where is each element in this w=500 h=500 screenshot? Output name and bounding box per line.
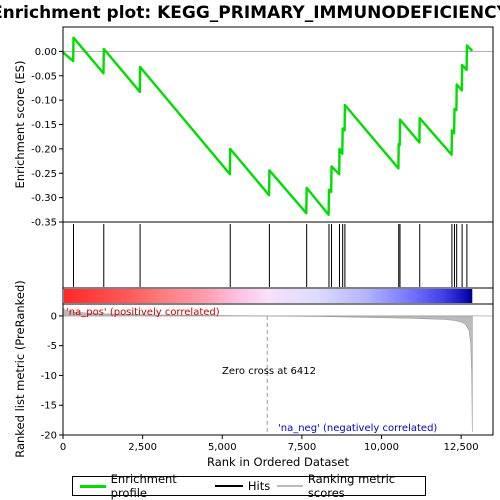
hits-panel — [62, 221, 494, 289]
es-y-tick-label: -0.05 — [31, 71, 57, 82]
x-tick-label: 12,500 — [444, 442, 479, 453]
rank-colorbar — [62, 287, 494, 305]
metric-x-axis-ticks: 0 2,500 5,000 7,500 10,000 12,500 — [60, 435, 479, 453]
legend-swatch-green — [80, 484, 106, 488]
hit-markers — [73, 224, 468, 287]
metric-y-axis-ticks: 0 -5 -10 -15 -20 — [41, 311, 63, 442]
legend-label: Enrichment profile — [110, 472, 177, 500]
es-y-tick-label: 0.00 — [35, 47, 57, 58]
x-axis-label: Rank in Ordered Dataset — [207, 455, 350, 469]
ranking-metric-area — [62, 307, 473, 433]
x-tick-label: 0 — [60, 442, 66, 453]
zero-cross-label: Zero cross at 6412 — [222, 366, 316, 377]
metric-panel: 0 -5 -10 -15 -20 'na_pos' (positively correl… — [13, 280, 494, 469]
enrichment-profile-line — [62, 36, 474, 216]
metric-y-tick-label: -10 — [41, 371, 57, 382]
es-panel: 0.00-0.05-0.10-0.15-0.20-0.25-0.30-0.35 … — [13, 26, 494, 229]
na-pos-label: 'na_pos' (positively correlated) — [66, 307, 220, 318]
x-tick-label: 10,000 — [364, 442, 399, 453]
x-tick-label: 2,500 — [128, 442, 157, 453]
es-y-axis-label: Enrichment score (ES) — [13, 61, 27, 189]
legend-label: Ranking metric scores — [307, 472, 396, 500]
chart-title: Enrichment plot: KEGG_PRIMARY_IMMUNODEFI… — [0, 3, 500, 23]
enrichment-profile — [62, 36, 474, 216]
colorbar-gradient — [64, 289, 473, 303]
x-tick-label: 7,500 — [288, 442, 317, 453]
es-y-tick-label: -0.35 — [31, 218, 57, 229]
es-y-axis-ticks: 0.00 -0.05 -0.10 -0.15 -0.20 -0.25 -0.30 -0.35 — [31, 47, 63, 229]
legend-item-hits: Hits — [214, 479, 271, 493]
metric-y-tick-label: 0 — [51, 311, 57, 322]
legend-label: Hits — [247, 479, 271, 493]
es-y-tick-label: -0.10 — [31, 96, 57, 107]
es-y-tick-label: -0.30 — [31, 193, 57, 204]
na-neg-label: 'na_neg' (negatively correlated) — [278, 423, 437, 434]
legend-swatch-black — [214, 485, 243, 487]
metric-y-axis-label: Ranked list metric (PreRanked) — [13, 280, 27, 458]
x-tick-label: 5,000 — [208, 442, 237, 453]
es-y-tick-label: -0.25 — [31, 169, 57, 180]
legend: Enrichment profile Hits Ranking metric s… — [72, 472, 426, 500]
metric-y-tick-label: -20 — [41, 431, 57, 442]
metric-y-tick-label: -15 — [41, 401, 57, 412]
legend-swatch-gray — [277, 485, 303, 487]
legend-item-metric: Ranking metric scores — [277, 472, 425, 500]
es-y-tick-label: -0.15 — [31, 120, 57, 131]
es-y-tick-label: -0.20 — [31, 144, 57, 155]
metric-y-tick-label: -5 — [47, 341, 57, 352]
legend-item-enrichment: Enrichment profile — [80, 472, 208, 500]
